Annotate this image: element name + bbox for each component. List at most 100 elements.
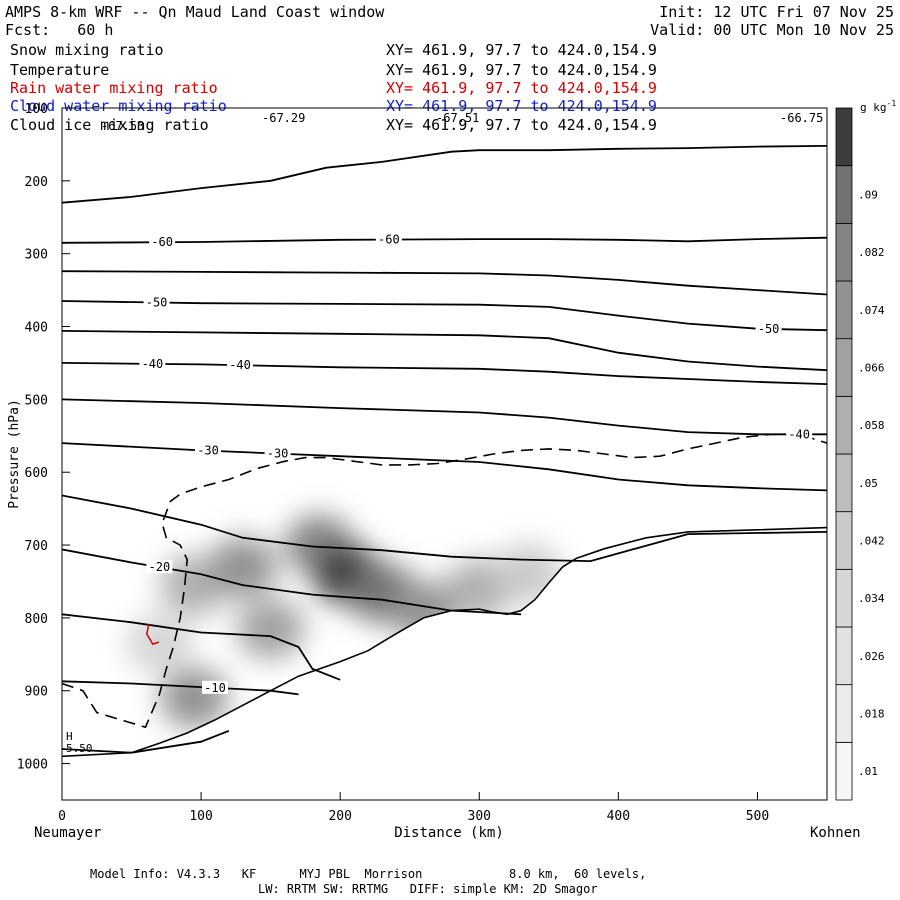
contour-label-bg-7-0 — [195, 443, 222, 457]
colorbar: .01 .018 .026 .034 .042 .05 .058 .066 .074 .082 .0… — [835, 107, 885, 801]
temperature-contour-12 — [62, 729, 230, 754]
x-tick-label-500: 500 — [746, 809, 769, 824]
colorbar-label-6: .058 — [858, 419, 885, 432]
y-tick-label-1000: 1000 — [17, 758, 48, 773]
field-xy-cloud-water: XY= 461.9, 97.7 to 424.0,154.9 — [386, 97, 657, 115]
contour-label-bg-6-0 — [786, 427, 813, 441]
contour-label-7-1: -30 — [267, 447, 289, 461]
temperature-contour-10 — [62, 613, 341, 681]
field-label-temperature: Temperature — [10, 61, 110, 79]
temperature-contour-1 — [62, 236, 827, 244]
y-tick-label-700: 700 — [25, 539, 48, 554]
contour-label-1-0: -60 — [151, 235, 173, 249]
colorbar-segment-0 — [835, 741, 853, 801]
rain-water-contour — [146, 623, 160, 646]
colorbar-segment-7 — [835, 338, 853, 397]
shading-blob-2 — [236, 598, 305, 659]
y-tick-label-600: 600 — [25, 466, 48, 481]
x-axis-title: Distance (km) — [394, 825, 504, 841]
contour-label-bg-1-0 — [149, 235, 176, 249]
contour-label-bg-1-1 — [375, 232, 402, 246]
colorbar-segment-5 — [835, 453, 853, 513]
x-tick-label-0: 0 — [58, 809, 66, 824]
temperature-contour-labels: -60 -60 -50 -50 -40 -40 -40 -30 -30 -20 -10 — [139, 232, 813, 695]
colorbar-label-2: .026 — [858, 650, 885, 663]
contour-label-1-1: -60 — [378, 233, 400, 247]
temperature-contours — [62, 145, 827, 758]
colorbar-segment-4 — [835, 511, 853, 570]
y-tick-label-500: 500 — [25, 393, 48, 408]
contour-label-3-0: -50 — [146, 296, 168, 310]
y-tick-label-100: 100 — [25, 102, 48, 117]
y-tick-label-900: 900 — [25, 685, 48, 700]
below-terrain-mask — [62, 527, 827, 800]
field-label-cloud-water: Cloud water mixing ratio — [10, 97, 227, 115]
temperature-contour-7 — [62, 442, 827, 492]
temperature-contour-4 — [62, 330, 827, 372]
colorbar-label-9: .082 — [858, 246, 885, 259]
y-tick-label-200: 200 — [25, 175, 48, 190]
forecast-hour: Fcst: 60 h — [5, 21, 114, 39]
contour-label-5-1: -40 — [229, 358, 251, 372]
colorbar-label-8: .074 — [858, 304, 885, 317]
x-tick-label-300: 300 — [468, 809, 491, 824]
contour-label-bg-7-1 — [264, 446, 291, 460]
x-tick-label-200: 200 — [328, 809, 351, 824]
valid-time: Valid: 00 UTC Mon 10 Nov 25 — [650, 21, 894, 39]
colorbar-segment-8 — [835, 280, 853, 340]
y-axis-title: Pressure (hPa) — [7, 399, 22, 509]
temperature-contour-11 — [62, 680, 299, 696]
shading-blob-1 — [208, 536, 277, 597]
colorbar-label-3: .034 — [858, 592, 885, 605]
x-tick-label-400: 400 — [607, 809, 630, 824]
field-label-snow: Snow mixing ratio — [10, 41, 164, 59]
temperature-contour-3 — [62, 300, 827, 332]
colorbar-label-4: .042 — [858, 535, 885, 548]
contour-label-bg-5-1 — [227, 358, 254, 372]
contour-label-3-1: -50 — [758, 322, 780, 336]
contour-label-6-0: -40 — [788, 427, 810, 441]
contour-label-bg-5-0 — [139, 356, 166, 370]
colorbar-label-5: .05 — [858, 477, 878, 490]
x-end-location: Kohnen — [810, 825, 861, 841]
temperature-contour-5 — [62, 362, 827, 385]
colorbar-segment-6 — [835, 395, 853, 455]
contour-label-5-0: -40 — [142, 357, 164, 371]
colorbar-segment-3 — [835, 568, 853, 628]
plot-frame — [61, 107, 828, 801]
colorbar-unit: g kg-1 — [860, 99, 896, 114]
contour-label-bg-3-1 — [755, 321, 782, 335]
temperature-contour-0 — [62, 145, 827, 204]
init-time: Init: 12 UTC Fri 07 Nov 25 — [659, 3, 894, 21]
contour-label-7-0: -30 — [197, 444, 219, 458]
colorbar-label-1: .018 — [858, 708, 885, 721]
y-tick-label-400: 400 — [25, 321, 48, 336]
field-xy-snow: XY= 461.9, 97.7 to 424.0,154.9 — [386, 41, 657, 59]
colorbar-segment-2 — [835, 626, 853, 686]
top-label-2: -67.29 — [262, 111, 305, 125]
contour-label-11-0: -10 — [204, 681, 226, 695]
temperature-contour-6 — [62, 398, 827, 436]
colorbar-segment-9 — [835, 222, 853, 282]
colorbar-segment-1 — [835, 684, 853, 743]
snow-mixing-ratio-shading — [62, 515, 827, 800]
contour-label-bg-3-0 — [143, 295, 170, 309]
field-label-cloud-ice: Cloud ice mixing ratio — [10, 116, 209, 134]
field-xy-cloud-ice: XY= 461.9, 97.7 to 424.0,154.9 — [386, 116, 657, 134]
field-xy-rain: XY= 461.9, 97.7 to 424.0,154.9 — [386, 79, 657, 97]
top-label-4: -66.75 — [780, 111, 823, 125]
terrain-line — [62, 526, 827, 758]
top-label-1: -67.53 — [101, 119, 144, 133]
temperature-contour-8 — [62, 494, 827, 563]
colorbar-label-10: .09 — [858, 189, 878, 202]
top-label-3: -67.51 — [436, 111, 479, 125]
field-label-rain: Rain water mixing ratio — [10, 79, 218, 97]
x-axis: 0 100 200 300 400 500 — [58, 792, 769, 824]
y-tick-label-800: 800 — [25, 612, 48, 627]
x-start-location: Neumayer — [34, 825, 101, 841]
colorbar-segment-10 — [835, 165, 853, 224]
contour-label-bg-11-0 — [202, 680, 228, 694]
temperature-contour-9 — [62, 548, 522, 616]
y-axis: 100 200 300 400 500 600 700 800 900 1000 — [17, 102, 70, 773]
